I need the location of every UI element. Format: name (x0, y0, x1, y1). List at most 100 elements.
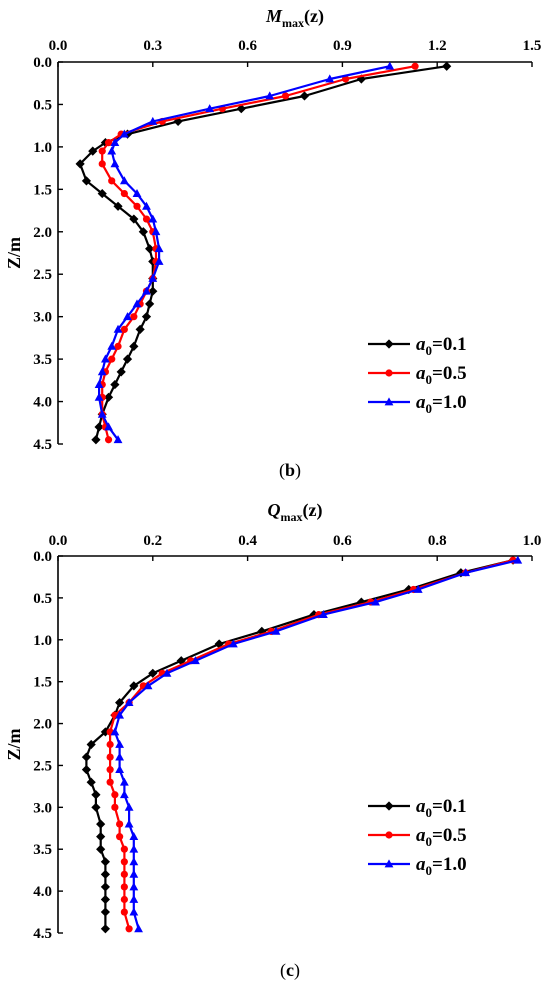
data-point (356, 597, 366, 607)
data-point (129, 214, 139, 224)
data-point (325, 74, 335, 83)
data-point (228, 639, 238, 648)
x-tick-label: 1.0 (523, 533, 542, 549)
data-point (191, 656, 200, 665)
data-point (129, 907, 139, 916)
data-point (319, 610, 328, 619)
data-point (120, 325, 128, 333)
data-point (108, 177, 116, 185)
series-line (113, 559, 519, 930)
data-point (115, 710, 125, 719)
legend-item: a0=1.0 (368, 392, 467, 416)
data-point (141, 312, 152, 322)
legend-item: a0=0.5 (368, 825, 467, 849)
data-point (143, 681, 153, 690)
data-point (309, 610, 319, 620)
data-point (115, 698, 125, 708)
data-point (385, 61, 395, 70)
data-point (115, 739, 125, 748)
data-point (123, 312, 132, 321)
y-tick-label: 2.5 (33, 758, 52, 774)
x-axis-title: Qmax(z) (268, 500, 323, 524)
data-point (442, 61, 452, 71)
data-point (116, 833, 124, 841)
data-point (107, 341, 117, 350)
data-point (119, 129, 129, 138)
series-line (97, 65, 391, 441)
data-point (145, 299, 155, 309)
data-point (114, 342, 122, 350)
data-point (124, 802, 134, 811)
data-point (86, 739, 96, 750)
data-point (94, 422, 104, 432)
data-point (129, 882, 139, 891)
y-tick-label: 0.5 (33, 97, 52, 113)
data-point (120, 845, 128, 853)
y-tick-label: 1.0 (33, 140, 52, 156)
data-point (142, 215, 151, 223)
x-tick-label: 0.8 (428, 533, 447, 549)
data-point (162, 668, 172, 677)
y-tick-label: 4.5 (33, 437, 52, 453)
data-point (120, 189, 128, 198)
x-tick-label: 1.2 (428, 38, 447, 54)
data-point (96, 844, 106, 854)
data-point (134, 924, 143, 933)
data-point (113, 435, 123, 444)
data-point (461, 568, 471, 577)
data-point (120, 883, 128, 891)
data-point (113, 324, 123, 333)
legend-label: a0=1.0 (416, 392, 467, 416)
data-point (138, 227, 148, 237)
data-point (148, 273, 158, 282)
data-point (135, 324, 145, 334)
data-point (106, 766, 114, 774)
y-tick-label: 0.0 (33, 55, 52, 71)
data-point (100, 907, 110, 917)
data-point (97, 409, 107, 418)
data-point (100, 894, 110, 905)
data-point (151, 227, 161, 236)
data-point (281, 92, 290, 100)
data-point (148, 286, 158, 296)
data-point (129, 894, 139, 903)
legend-label: a0=0.1 (416, 334, 467, 358)
data-point (98, 160, 106, 168)
series-triangle (94, 61, 395, 444)
y-tick-label: 3.5 (33, 842, 52, 858)
data-point (154, 256, 164, 265)
series-diamond (75, 61, 452, 445)
data-point (106, 753, 114, 761)
data-point (106, 778, 114, 786)
y-tick-label: 0.0 (33, 549, 52, 565)
data-point (88, 146, 98, 156)
data-point (104, 422, 113, 431)
y-tick-label: 3.0 (33, 310, 52, 326)
data-point (120, 908, 128, 916)
data-point (91, 790, 101, 800)
x-tick-label: 0.3 (143, 38, 162, 54)
data-point (119, 777, 129, 786)
x-tick-label: 1.5 (523, 38, 542, 54)
x-tick-label: 0.6 (333, 533, 352, 549)
y-axis-title: Z/m (4, 237, 24, 269)
y-tick-label: 1.5 (33, 182, 52, 198)
series-triangle (110, 555, 523, 933)
series-circle (106, 556, 517, 933)
data-point (94, 379, 104, 388)
series-line (85, 559, 514, 929)
legend-marker (384, 397, 394, 406)
data-point (107, 146, 117, 155)
data-point (120, 895, 128, 904)
legend-marker (385, 831, 393, 839)
y-tick-label: 3.0 (33, 800, 52, 816)
data-point (91, 435, 101, 445)
data-point (98, 147, 106, 155)
series-line (108, 559, 514, 930)
data-point (120, 870, 128, 878)
legend-item: a0=0.1 (368, 796, 467, 820)
series-circle (98, 62, 419, 444)
y-tick-label: 3.5 (33, 352, 52, 368)
data-point (413, 584, 423, 593)
